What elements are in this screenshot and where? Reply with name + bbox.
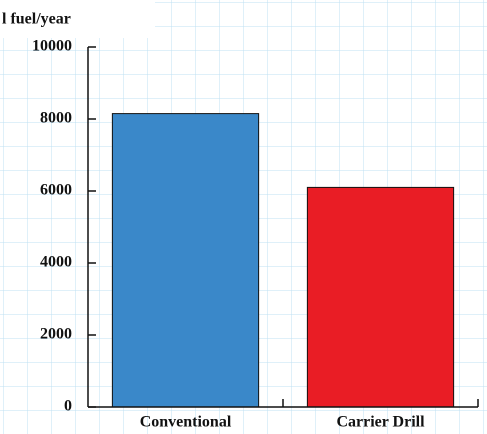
y-tick-label: 0 bbox=[64, 398, 72, 415]
y-tick-label: 4000 bbox=[40, 254, 72, 271]
x-tick-label: Carrier Drill bbox=[336, 414, 425, 431]
y-tick-label: 6000 bbox=[40, 182, 72, 199]
y-tick-label: 2000 bbox=[40, 326, 72, 343]
bar bbox=[306, 186, 455, 408]
y-tick-label: 10000 bbox=[32, 38, 72, 55]
y-tick-label: 8000 bbox=[40, 110, 72, 127]
bar bbox=[111, 113, 260, 408]
y-axis-label: l fuel/year bbox=[2, 11, 71, 28]
title-backdrop bbox=[0, 0, 155, 38]
x-tick-label: Conventional bbox=[140, 414, 232, 431]
